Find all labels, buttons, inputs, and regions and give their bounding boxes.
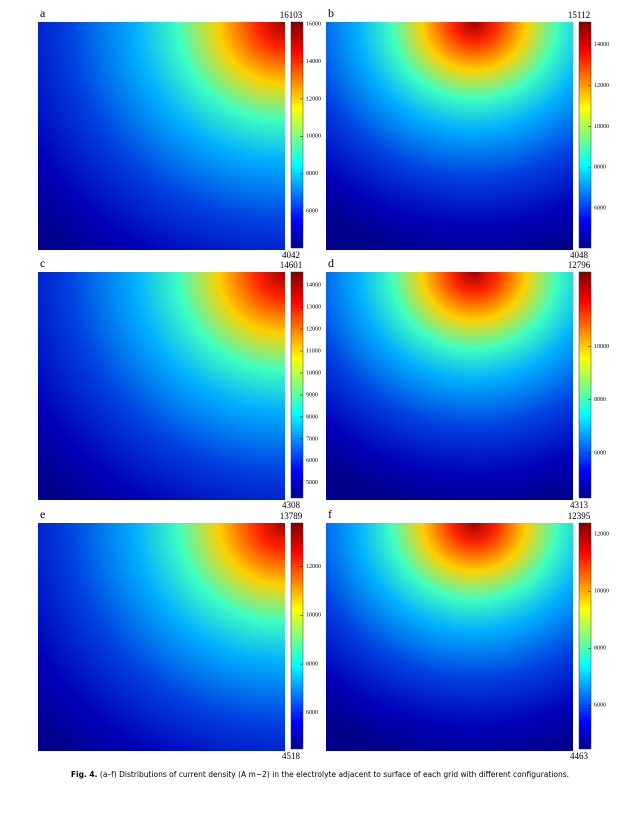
colorbar-tick-label: 10000 <box>306 613 321 619</box>
colorbar-tick-label: 10000 <box>306 134 321 140</box>
colorbar-tick-label: 8000 <box>306 661 318 667</box>
colorbar <box>578 522 592 750</box>
colorbar-tick-label: 6000 <box>594 206 606 212</box>
colorbar-tick-label: 10000 <box>594 589 609 595</box>
heatmap <box>326 272 573 500</box>
panel-label: c <box>40 256 45 270</box>
colorbar <box>578 271 592 499</box>
colorbar-tick-label: 13000 <box>306 305 321 311</box>
heatmap <box>38 272 285 500</box>
colorbar-tick-label: 12000 <box>594 532 609 538</box>
colorbar-tick-label: 6000 <box>594 703 606 709</box>
colorbar <box>290 21 304 249</box>
panel-label: b <box>328 6 334 20</box>
colorbar-tick-label: 6000 <box>594 450 606 456</box>
colorbar-tick-label: 6000 <box>306 209 318 215</box>
panel-label: a <box>40 6 46 20</box>
colorbar-tick-label: 16000 <box>306 21 321 27</box>
colorbar-tick-label: 8000 <box>594 165 606 171</box>
heatmap <box>38 22 285 250</box>
colorbar-min: 4463 <box>570 751 589 761</box>
panel-label: e <box>40 507 45 521</box>
colorbar-min: 4042 <box>282 250 300 260</box>
colorbar-max: 12395 <box>568 511 591 521</box>
colorbar <box>290 522 304 750</box>
colorbar-tick-label: 10000 <box>594 344 609 350</box>
caption-label: Fig. 4. <box>71 770 98 779</box>
colorbar-tick-label: 10000 <box>306 370 321 376</box>
colorbar-tick-label: 14000 <box>594 42 609 48</box>
colorbar <box>578 21 592 249</box>
colorbar-min: 4313 <box>570 500 589 510</box>
colorbar-tick-label: 12000 <box>306 564 321 570</box>
caption-text: (a–f) Distributions of current density (… <box>100 770 569 779</box>
colorbar-tick-label: 6000 <box>306 710 318 716</box>
colorbar-tick-label: 7000 <box>306 436 318 442</box>
colorbar-tick-label: 11000 <box>306 348 321 354</box>
colorbar-tick-label: 5000 <box>306 480 318 486</box>
caption: Fig. 4. (a–f) Distributions of current d… <box>71 770 569 779</box>
colorbar-tick-label: 8000 <box>594 646 606 652</box>
colorbar-tick-label: 8000 <box>306 171 318 177</box>
panel-label: d <box>328 256 334 270</box>
colorbar-min: 4518 <box>282 751 301 761</box>
colorbar-max: 14601 <box>280 260 303 270</box>
heatmap <box>326 523 573 751</box>
colorbar-tick-label: 12000 <box>306 326 321 332</box>
heatmap <box>326 22 573 250</box>
colorbar-tick-label: 14000 <box>306 59 321 65</box>
colorbar-max: 12796 <box>568 260 591 270</box>
colorbar <box>290 271 304 499</box>
colorbar-tick-label: 12000 <box>594 83 609 89</box>
colorbar-max: 13789 <box>280 511 303 521</box>
colorbar-min: 4048 <box>570 250 589 260</box>
colorbar-min: 4308 <box>282 500 301 510</box>
heatmap <box>38 523 285 751</box>
colorbar-tick-label: 10000 <box>594 124 609 130</box>
colorbar-tick-label: 12000 <box>306 96 321 102</box>
colorbar-max: 16103 <box>280 10 303 20</box>
colorbar-tick-label: 8000 <box>306 414 318 420</box>
colorbar-max: 15112 <box>568 10 590 20</box>
panel-label: f <box>328 507 332 521</box>
colorbar-tick-label: 6000 <box>306 458 318 464</box>
colorbar-tick-label: 14000 <box>306 283 321 289</box>
colorbar-tick-label: 8000 <box>594 397 606 403</box>
colorbar-tick-label: 9000 <box>306 392 318 398</box>
